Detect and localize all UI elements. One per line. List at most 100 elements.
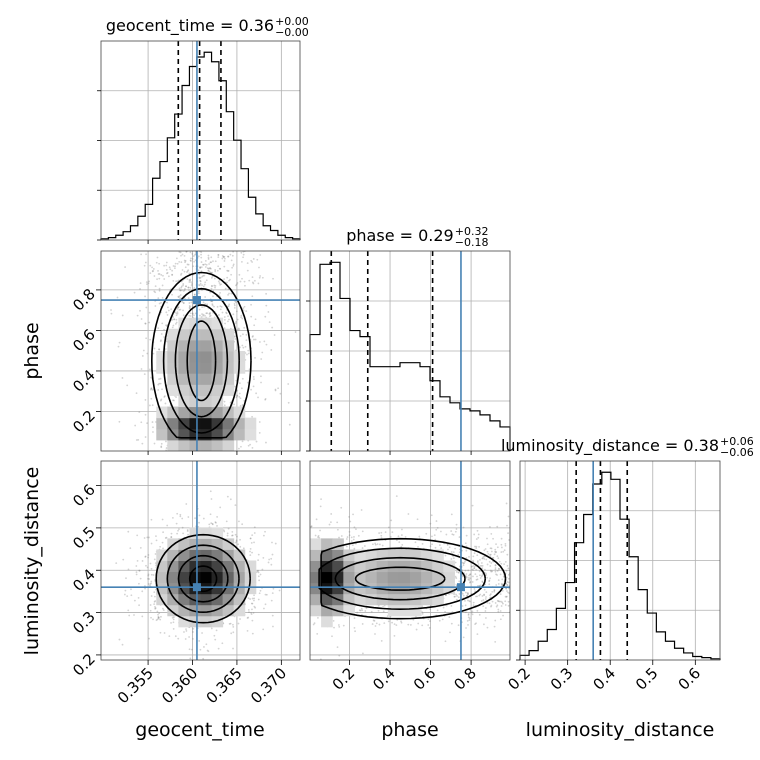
sample-point [220, 283, 223, 286]
sample-point [351, 544, 354, 547]
sample-point [240, 387, 243, 390]
density-cell [167, 593, 179, 606]
sample-point [463, 562, 465, 565]
sample-point [205, 279, 208, 282]
sample-point [152, 431, 154, 433]
sample-point [250, 303, 252, 306]
density-cell [200, 604, 213, 617]
sample-point [494, 568, 497, 571]
tick-label-x-luminosity_distance: 0.3 [547, 664, 577, 694]
sample-point [236, 389, 239, 392]
sample-point [159, 399, 162, 402]
sample-point [158, 612, 161, 615]
sample-point [236, 394, 239, 397]
sample-point [486, 576, 489, 579]
sample-point [249, 598, 252, 600]
density-cell [189, 428, 201, 441]
sample-point [171, 274, 174, 276]
sample-point [189, 251, 192, 254]
sample-point [400, 534, 403, 536]
sample-point [387, 620, 390, 623]
sample-point [481, 581, 484, 583]
sample-point [234, 338, 237, 340]
sample-point [146, 566, 149, 569]
density-cell [211, 527, 224, 539]
sample-point [160, 398, 163, 401]
sample-point [224, 287, 227, 290]
density-cell [156, 417, 168, 430]
sample-point [234, 301, 237, 304]
density-cell [376, 549, 389, 561]
sample-point [143, 537, 146, 539]
sample-point [150, 518, 153, 521]
sample-point [230, 292, 233, 295]
sample-point [148, 368, 151, 371]
sample-point [155, 261, 158, 264]
sample-point [342, 624, 345, 627]
sample-point [177, 306, 180, 308]
sample-point [255, 440, 258, 443]
sample-point [200, 251, 203, 254]
sample-point [206, 267, 209, 270]
sample-point [494, 619, 497, 622]
sample-point [270, 563, 273, 566]
sample-point [240, 251, 243, 254]
sample-point [429, 620, 431, 623]
sample-point [418, 535, 421, 538]
sample-point [497, 557, 500, 560]
sample-point [450, 551, 453, 553]
density-cell [421, 593, 433, 606]
sample-point [478, 585, 481, 587]
sample-point [238, 328, 241, 331]
sample-point [184, 285, 187, 288]
sample-point [461, 605, 464, 607]
sample-point [505, 595, 508, 598]
sample-point [500, 600, 502, 603]
sample-point [238, 392, 241, 395]
sample-point [467, 576, 470, 579]
sample-point [167, 275, 170, 278]
sample-point [199, 279, 202, 282]
sample-point [234, 504, 237, 507]
sample-point [184, 260, 187, 262]
sample-point [158, 348, 161, 351]
sample-point [239, 280, 242, 283]
density-cell [321, 571, 333, 584]
density-cell [211, 604, 224, 617]
sample-point [353, 547, 356, 550]
sample-point [162, 547, 164, 550]
tick-label-y-luminosity_distance: 0.3 [69, 608, 99, 638]
sample-point [259, 341, 261, 343]
density-cell [222, 439, 235, 451]
sample-point [178, 308, 181, 311]
sample-point [226, 532, 229, 535]
sample-point [204, 296, 207, 298]
density-cell [178, 593, 190, 606]
sample-point [210, 285, 213, 287]
sample-point [176, 532, 179, 535]
sample-point [201, 275, 204, 278]
sample-point [271, 541, 273, 544]
sample-point [502, 550, 505, 553]
sample-point [476, 609, 479, 612]
sample-point [250, 613, 253, 616]
contour-level-1 [334, 556, 466, 601]
sample-point [116, 296, 119, 299]
sample-point [165, 536, 168, 539]
sample-point [162, 274, 164, 277]
sample-point [328, 523, 331, 526]
sample-point [167, 309, 170, 312]
histogram-phase [309, 261, 511, 451]
sample-point [444, 640, 447, 643]
tick-label-x-luminosity_distance: 0.4 [589, 664, 619, 694]
sample-point [174, 262, 177, 265]
sample-point [148, 578, 151, 580]
sample-point [395, 624, 398, 627]
sample-point [452, 533, 455, 536]
sample-point [214, 270, 217, 273]
sample-point [177, 529, 179, 532]
sample-point [380, 640, 383, 642]
sample-point [507, 600, 510, 603]
frame-phase-luminosity_distance [309, 460, 511, 661]
sample-point [494, 551, 497, 554]
